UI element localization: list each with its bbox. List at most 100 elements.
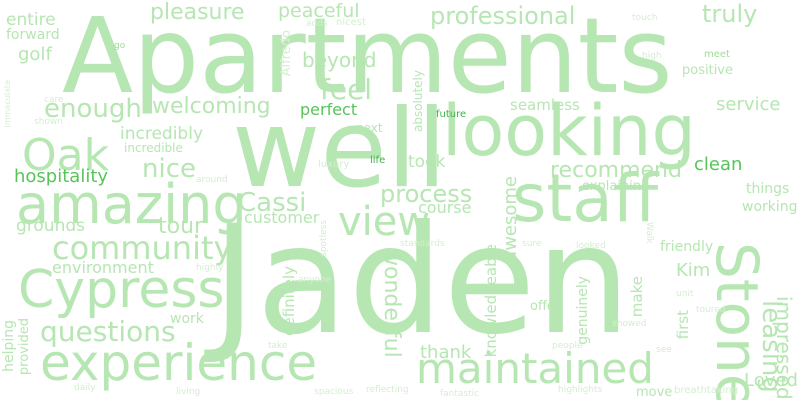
- word-provided: provided: [17, 318, 32, 376]
- word-grounds: grounds: [16, 216, 86, 236]
- word-incredibly: incredibly: [120, 124, 204, 144]
- word-immaculate: immaculate: [3, 80, 12, 128]
- word-looking: looking: [442, 90, 696, 172]
- word-meet: meet: [704, 49, 730, 60]
- word-professional: professional: [430, 2, 576, 30]
- word-alfredo: Alfredo: [279, 30, 294, 77]
- word-wonderful: wonderful: [379, 248, 404, 358]
- word-environment: environment: [52, 258, 154, 277]
- word-incredible: incredible: [124, 141, 183, 155]
- word-cypress: Cypress: [18, 260, 225, 320]
- word-unit: unit: [676, 289, 694, 299]
- word-sure: sure: [522, 239, 542, 249]
- word-genuinely: genuinely: [575, 276, 591, 345]
- word-apartments: Apartments: [62, 0, 673, 117]
- word-service: service: [716, 94, 781, 115]
- word-nice: nice: [142, 154, 196, 184]
- word-perfect: perfect: [300, 100, 358, 119]
- word-daily: daily: [74, 383, 96, 393]
- word-pleasure: pleasure: [150, 0, 245, 25]
- word-adds: adds: [306, 19, 328, 29]
- word-anyone: anyone: [298, 275, 332, 285]
- word-peaceful: peaceful: [278, 0, 360, 22]
- word-first: first: [674, 310, 692, 340]
- word-enough: enough: [44, 94, 142, 124]
- word-stone: Stone: [703, 242, 771, 400]
- word-offer: offer: [530, 299, 561, 314]
- word-move: move: [636, 385, 673, 400]
- word-luxury: luxury: [318, 159, 350, 170]
- word-living: living: [176, 387, 201, 397]
- word-leasing: leasing: [756, 300, 786, 393]
- word-maintained: maintained: [416, 344, 654, 393]
- word-knowledgeable: knowledgeable: [482, 244, 500, 358]
- word-standards: standards: [400, 239, 445, 249]
- word-future: future: [436, 109, 467, 120]
- word-awesome: awesome: [500, 176, 521, 262]
- word-impressed: impressed: [772, 296, 796, 400]
- word-kim: Kim: [676, 260, 711, 281]
- word-fantastic: fantastic: [440, 389, 480, 399]
- word-amazing: amazing: [16, 173, 247, 236]
- word-course: course: [418, 198, 472, 217]
- word-care: care: [44, 95, 64, 105]
- word-forward: forward: [6, 27, 60, 43]
- word-well: well: [232, 87, 447, 212]
- word-loved: Loved: [744, 370, 798, 391]
- word-high: high: [642, 51, 662, 61]
- word-questions: questions: [40, 315, 176, 348]
- word-go: go: [114, 41, 126, 51]
- word-feel: feel: [320, 73, 373, 106]
- word-oak: Oak: [22, 130, 110, 181]
- word-helping: helping: [1, 320, 17, 372]
- word-thank: thank: [420, 342, 472, 363]
- word-next: next: [356, 121, 383, 135]
- word-tour: tour: [158, 214, 204, 239]
- word-make: make: [628, 276, 646, 318]
- word-showed: showed: [612, 319, 647, 329]
- word-nicest: nicest: [336, 17, 366, 28]
- word-touch: touch: [632, 13, 658, 23]
- word-beyond: beyond: [302, 48, 377, 72]
- word-positive: positive: [682, 63, 733, 78]
- word-friendly: friendly: [660, 239, 714, 255]
- word-explaining: explaining: [582, 179, 650, 194]
- word-clean: clean: [694, 154, 743, 175]
- word-spacious: spacious: [314, 387, 354, 397]
- word-looked: looked: [576, 241, 606, 251]
- word-work: work: [170, 311, 204, 327]
- word-things: things: [746, 181, 790, 197]
- word-took: took: [408, 152, 446, 172]
- word-customer: customer: [244, 208, 320, 227]
- word-view: view: [338, 199, 431, 245]
- word-absolutely: absolutely: [411, 70, 425, 133]
- word-entire: entire: [6, 10, 56, 30]
- word-staff: staff: [512, 160, 659, 237]
- word-definitely: definitely: [280, 266, 298, 337]
- word-recommend: recommend: [550, 158, 682, 183]
- word-hospitality: hospitality: [14, 166, 109, 187]
- word-highly: highly: [196, 263, 224, 273]
- word-take: take: [268, 341, 288, 351]
- word-around: around: [196, 175, 228, 185]
- word-toured: toured: [696, 305, 726, 315]
- word-process: process: [380, 180, 473, 208]
- word-welcoming: welcoming: [152, 94, 271, 119]
- word-life: life: [370, 155, 386, 166]
- word-shown: shown: [34, 117, 63, 127]
- word-working: working: [742, 199, 798, 215]
- word-cassi: Cassi: [238, 188, 307, 218]
- word-spotless: spotless: [319, 220, 329, 257]
- word-walk: Walk: [644, 222, 654, 244]
- word-people: people: [552, 341, 583, 351]
- word-highlights: highlights: [558, 385, 603, 395]
- word-seamless: seamless: [510, 96, 580, 114]
- word-community: community: [52, 229, 233, 267]
- word-jaden: Jaden: [212, 194, 631, 368]
- word-reflecting: reflecting: [366, 385, 409, 395]
- word-truly: truly: [702, 0, 758, 28]
- word-breathtaking: breathtaking: [674, 385, 739, 396]
- word-see: see: [656, 345, 672, 355]
- word-golf: golf: [18, 44, 52, 65]
